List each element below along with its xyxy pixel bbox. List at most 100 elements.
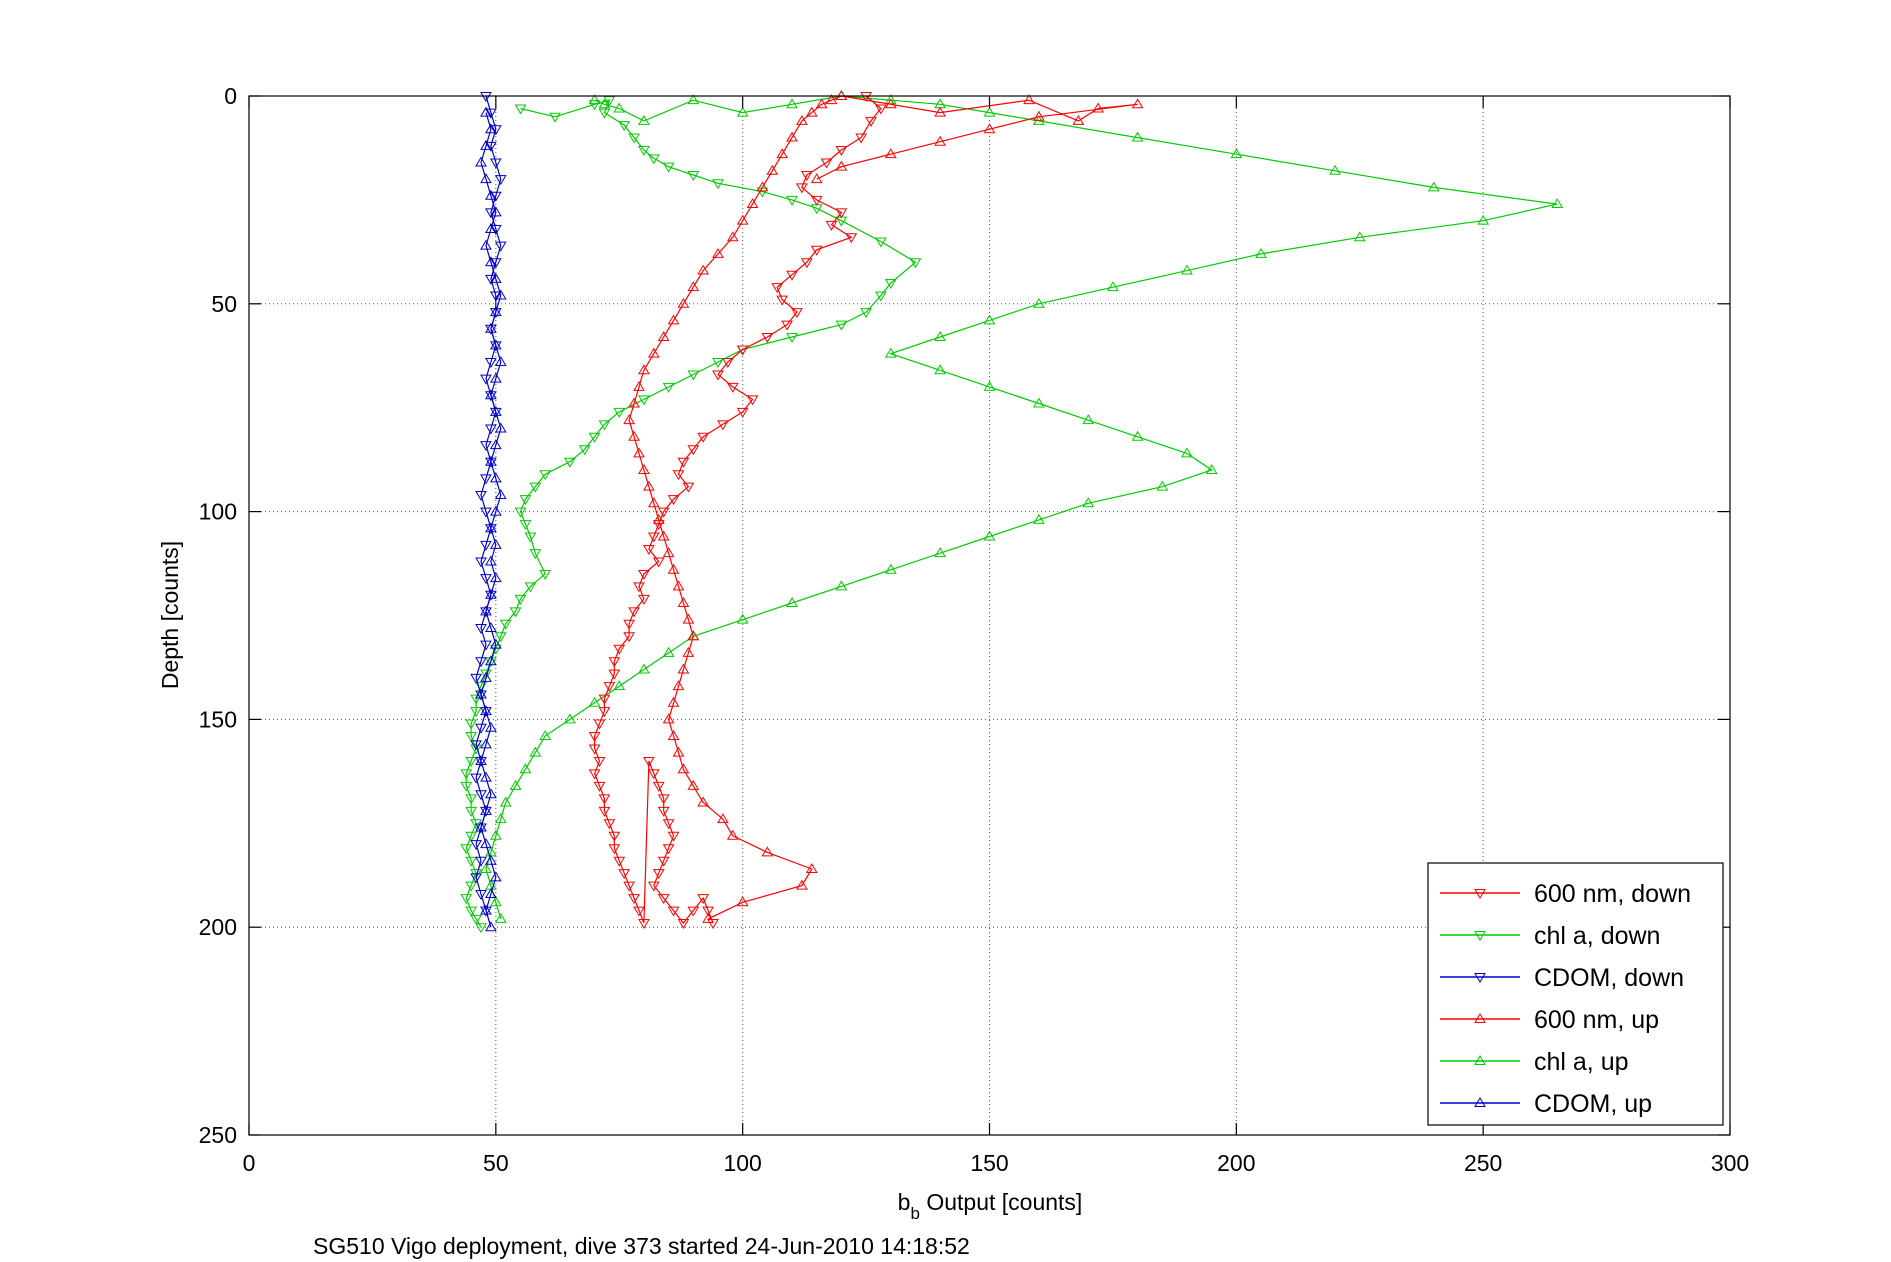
- data-point: [613, 856, 626, 867]
- data-point: [736, 106, 749, 117]
- series-600-nm-up: [623, 90, 1144, 923]
- data-point: [687, 906, 700, 917]
- data-point: [489, 339, 502, 350]
- legend: 600 nm, down chl a, down CDOM, down 600 nm,…: [1427, 862, 1724, 1126]
- data-point: [642, 756, 655, 767]
- data-point: [475, 754, 487, 765]
- data-point: [810, 195, 823, 206]
- data-point: [623, 414, 635, 425]
- y-tick-label: 50: [211, 291, 237, 317]
- data-point: [613, 407, 626, 418]
- data-point: [598, 707, 611, 718]
- data-point: [1082, 497, 1095, 508]
- data-point: [539, 569, 552, 580]
- data-point: [682, 613, 695, 624]
- data-point: [489, 829, 502, 840]
- data-point: [642, 545, 655, 555]
- data-point: [480, 838, 492, 849]
- data-point: [578, 445, 591, 456]
- data-point: [810, 245, 823, 256]
- y-tick-label: 150: [199, 706, 237, 732]
- data-point: [613, 102, 626, 113]
- data-point: [642, 480, 655, 491]
- data-point: [638, 114, 650, 125]
- data-point: [588, 696, 601, 707]
- x-axis-label-subscript: b: [910, 1204, 919, 1223]
- data-point: [489, 538, 502, 549]
- data-point: [613, 680, 626, 691]
- y-tick-label: 100: [199, 499, 237, 525]
- data-point: [485, 208, 497, 219]
- y-axis-ticks: 0 50 100 150 200 250: [199, 83, 1730, 1148]
- data-point: [652, 520, 665, 531]
- data-point: [1032, 110, 1045, 121]
- data-point: [475, 156, 487, 167]
- data-point: [598, 98, 611, 109]
- data-point: [1551, 198, 1564, 209]
- data-point: [465, 794, 478, 805]
- data-point: [489, 158, 502, 169]
- data-point: [860, 308, 872, 319]
- data-point: [475, 923, 487, 934]
- data-point: [480, 904, 492, 915]
- data-point: [489, 572, 502, 583]
- data-point: [875, 104, 887, 115]
- data-point: [480, 806, 492, 817]
- data-point: [489, 638, 502, 649]
- data-point: [623, 632, 635, 643]
- data-point: [909, 258, 922, 269]
- data-point: [494, 912, 507, 923]
- data-point: [633, 447, 645, 458]
- data-point: [494, 241, 507, 252]
- legend-marker: [1474, 1055, 1486, 1065]
- data-point: [707, 919, 719, 930]
- data-point: [485, 921, 497, 932]
- data-point: [480, 106, 492, 117]
- data-point: [628, 607, 640, 618]
- x-tick-label: 150: [970, 1150, 1008, 1176]
- data-point: [786, 270, 798, 281]
- data-point: [485, 457, 497, 468]
- x-axis-label-main: b: [898, 1189, 911, 1215]
- data-point: [726, 382, 739, 393]
- data-point: [465, 756, 478, 767]
- data-point: [633, 380, 645, 391]
- data-point: [647, 532, 660, 543]
- data-point: [598, 806, 611, 817]
- data-point: [786, 131, 798, 142]
- data-point: [860, 92, 872, 102]
- data-point: [1072, 114, 1085, 125]
- data-point: [608, 844, 621, 855]
- x-tick-label: 200: [1217, 1150, 1255, 1176]
- data-point: [884, 94, 897, 105]
- data-point: [475, 623, 487, 634]
- data-point: [485, 357, 497, 368]
- data-point: [470, 873, 482, 884]
- data-point: [470, 773, 482, 784]
- data-point: [465, 831, 478, 842]
- data-point: [475, 723, 487, 734]
- data-point: [485, 524, 497, 535]
- x-tick-label: 50: [483, 1150, 509, 1176]
- data-point: [667, 563, 680, 574]
- data-point: [633, 906, 645, 917]
- legend-marker: [1474, 1097, 1486, 1107]
- data-point: [494, 632, 507, 643]
- data-point: [499, 796, 512, 807]
- data-point: [588, 732, 601, 743]
- data-point: [662, 646, 675, 657]
- data-point: [1156, 480, 1169, 491]
- data-point: [480, 441, 492, 452]
- legend-item: chl a, down: [1440, 922, 1660, 950]
- data-point: [494, 422, 507, 433]
- data-point: [835, 580, 848, 591]
- data-point: [465, 906, 478, 917]
- data-point: [652, 869, 665, 880]
- data-point: [766, 164, 779, 175]
- data-point: [1255, 247, 1267, 258]
- data-point: [480, 671, 492, 682]
- data-point: [633, 582, 645, 593]
- data-point: [810, 173, 823, 184]
- data-point: [489, 505, 502, 516]
- data-point: [480, 507, 492, 518]
